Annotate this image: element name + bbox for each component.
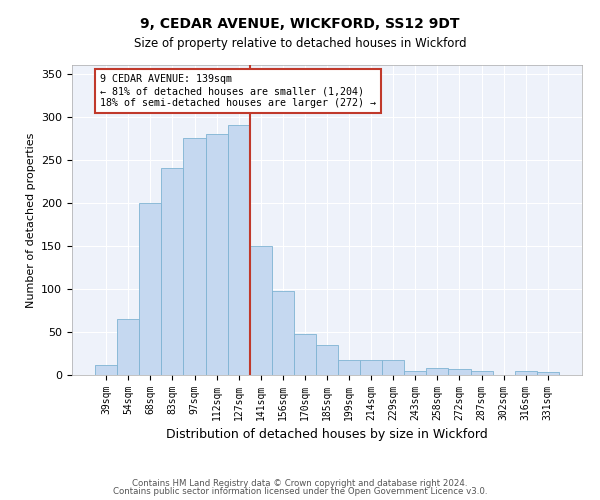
Bar [515,370,537,375]
Bar [250,246,272,375]
Bar [184,138,206,375]
Text: Size of property relative to detached houses in Wickford: Size of property relative to detached ho… [134,38,466,51]
Bar [161,168,184,375]
Bar [294,334,316,375]
Bar [227,126,250,375]
Bar [316,345,338,375]
X-axis label: Distribution of detached houses by size in Wickford: Distribution of detached houses by size … [166,428,488,442]
Bar [448,369,470,375]
Bar [338,360,360,375]
Bar [272,292,294,375]
Bar [139,203,161,375]
Text: 9, CEDAR AVENUE, WICKFORD, SS12 9DT: 9, CEDAR AVENUE, WICKFORD, SS12 9DT [140,18,460,32]
Bar [404,370,427,375]
Bar [360,360,382,375]
Bar [427,368,448,375]
Bar [537,372,559,375]
Bar [382,360,404,375]
Bar [470,370,493,375]
Text: Contains public sector information licensed under the Open Government Licence v3: Contains public sector information licen… [113,487,487,496]
Bar [95,364,117,375]
Text: Contains HM Land Registry data © Crown copyright and database right 2024.: Contains HM Land Registry data © Crown c… [132,478,468,488]
Bar [206,134,227,375]
Bar [117,319,139,375]
Y-axis label: Number of detached properties: Number of detached properties [26,132,35,308]
Text: 9 CEDAR AVENUE: 139sqm
← 81% of detached houses are smaller (1,204)
18% of semi-: 9 CEDAR AVENUE: 139sqm ← 81% of detached… [100,74,376,108]
